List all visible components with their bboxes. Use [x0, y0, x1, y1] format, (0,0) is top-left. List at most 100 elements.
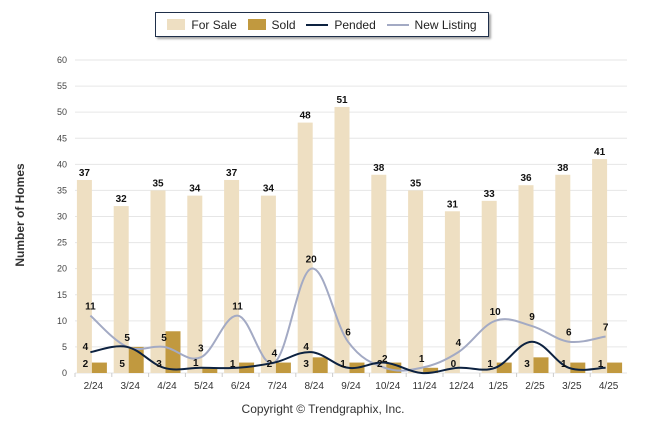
bar-sold — [275, 362, 291, 373]
data-label-new-listing: 6 — [566, 328, 572, 339]
x-tick-label: 3/24 — [120, 381, 140, 392]
y-tick-label: 10 — [57, 316, 67, 326]
legend-swatch-new-listing — [386, 23, 409, 26]
data-label-new-listing: 2 — [382, 354, 388, 365]
data-label-for-sale: 31 — [447, 199, 459, 210]
bar-sold — [607, 362, 623, 373]
data-label-new-listing: 10 — [490, 307, 502, 318]
legend-swatch-pended — [306, 23, 329, 26]
y-tick-label: 60 — [57, 55, 67, 65]
data-label-pended: 4 — [83, 342, 89, 353]
x-tick-label: 4/24 — [157, 381, 177, 392]
data-label-for-sale: 37 — [79, 168, 91, 179]
data-label-sold: 1 — [340, 359, 346, 370]
bar-sold — [533, 357, 549, 373]
data-label-sold: 0 — [451, 359, 457, 370]
y-tick-label: 15 — [57, 290, 67, 300]
legend-item-pended[interactable]: Pended — [306, 17, 376, 32]
x-tick-label: 3/25 — [562, 381, 582, 392]
data-label-for-sale: 48 — [300, 111, 312, 122]
data-label-for-sale: 35 — [410, 178, 422, 189]
bar-for-sale — [113, 206, 129, 373]
bar-sold — [496, 362, 512, 373]
data-label-for-sale: 37 — [226, 168, 238, 179]
data-label-for-sale: 34 — [263, 184, 275, 195]
legend-swatch-for-sale — [167, 19, 186, 30]
data-label-for-sale: 51 — [336, 95, 348, 106]
legend-item-for-sale[interactable]: For Sale — [167, 18, 237, 32]
y-tick-label: 25 — [57, 238, 67, 248]
data-label-new-listing: 4 — [272, 349, 278, 360]
bar-for-sale — [187, 195, 203, 373]
data-label-for-sale: 36 — [520, 173, 532, 184]
line-pended — [90, 340, 606, 375]
data-label-sold: 1 — [598, 359, 604, 370]
bar-sold — [165, 331, 181, 373]
y-tick-label: 35 — [57, 185, 67, 195]
data-label-sold: 1 — [487, 359, 493, 370]
x-tick-label: 7/24 — [268, 381, 288, 392]
y-tick-label: 50 — [57, 107, 67, 117]
data-label-sold: 2 — [377, 359, 383, 370]
x-tick-label: 8/24 — [304, 381, 324, 392]
legend-label-pended: Pended — [334, 17, 376, 32]
legend-item-sold[interactable]: Sold — [247, 18, 296, 32]
data-label-pended: 4 — [303, 342, 309, 353]
x-tick-label: 9/24 — [341, 381, 361, 392]
data-label-new-listing: 11 — [232, 302, 243, 313]
legend-item-new-listing[interactable]: New Listing — [386, 17, 477, 32]
data-label-sold: 1 — [230, 359, 236, 370]
x-tick-label: 12/24 — [449, 381, 474, 392]
y-tick-label: 55 — [57, 81, 67, 91]
bar-for-sale — [334, 106, 350, 373]
data-label-sold: 5 — [119, 359, 125, 370]
y-tick-label: 30 — [57, 212, 67, 222]
bar-sold — [386, 362, 402, 373]
bar-for-sale — [150, 190, 166, 373]
data-label-new-listing: 5 — [124, 333, 130, 344]
data-label-new-listing: 7 — [603, 322, 609, 333]
data-label-sold: 3 — [156, 359, 162, 370]
x-tick-label: 5/24 — [194, 381, 214, 392]
data-label-new-listing: 20 — [306, 255, 318, 266]
y-tick-label: 40 — [57, 159, 67, 169]
bar-for-sale — [224, 179, 240, 373]
x-tick-label: 4/25 — [599, 381, 619, 392]
x-tick-label: 10/24 — [375, 381, 400, 392]
legend-label-new-listing: New Listing — [414, 17, 477, 32]
data-label-sold: 2 — [83, 359, 89, 370]
data-label-for-sale: 32 — [116, 194, 128, 205]
data-label-sold: 2 — [267, 359, 273, 370]
bar-for-sale — [481, 200, 497, 373]
bar-sold — [202, 367, 218, 373]
copyright: Copyright © Trendgraphix, Inc. — [241, 402, 405, 416]
bar-for-sale — [592, 159, 608, 373]
bar-sold — [423, 367, 439, 373]
legend-swatch-sold — [247, 19, 266, 30]
x-tick-label: 6/24 — [231, 381, 251, 392]
bar-sold — [91, 362, 107, 373]
data-label-for-sale: 38 — [373, 163, 385, 174]
data-label-new-listing: 6 — [345, 328, 351, 339]
line-new-listing — [89, 267, 606, 372]
bar-for-sale — [518, 185, 534, 373]
y-tick-label: 0 — [62, 368, 67, 378]
bar-sold — [312, 357, 328, 373]
data-label-for-sale: 35 — [152, 178, 164, 189]
data-label-for-sale: 33 — [484, 189, 496, 200]
data-label-new-listing: 1 — [419, 354, 425, 365]
data-label-new-listing: 5 — [161, 333, 167, 344]
bar-for-sale — [371, 174, 387, 373]
data-label-new-listing: 3 — [198, 343, 204, 354]
data-label-new-listing: 11 — [85, 302, 96, 313]
data-label-for-sale: 34 — [189, 184, 201, 195]
data-label-new-listing: 9 — [529, 312, 535, 323]
x-tick-label: 2/25 — [525, 381, 545, 392]
data-label-sold: 1 — [561, 359, 567, 370]
data-label-pended: 1 — [193, 358, 199, 369]
data-label-for-sale: 38 — [557, 163, 569, 174]
bar-sold — [570, 362, 586, 373]
x-tick-label: 1/25 — [488, 381, 508, 392]
